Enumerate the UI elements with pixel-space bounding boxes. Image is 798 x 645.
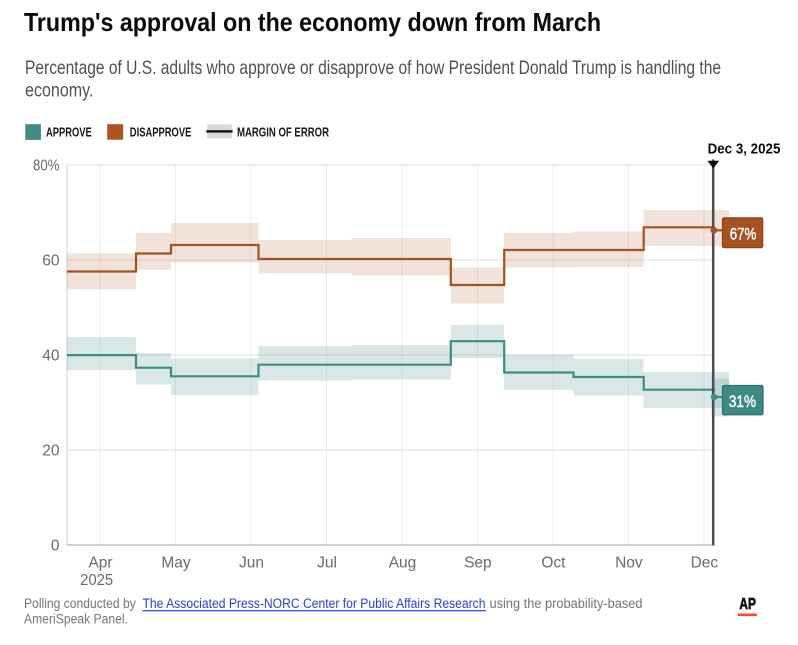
svg-text:Oct: Oct xyxy=(541,555,566,572)
svg-text:economy.: economy. xyxy=(25,80,94,102)
svg-text:Apr: Apr xyxy=(88,555,112,572)
svg-text:Polling conducted by: Polling conducted by xyxy=(24,596,136,611)
svg-text:Trump's approval on the econom: Trump's approval on the economy down fro… xyxy=(24,7,601,37)
svg-text:Jun: Jun xyxy=(239,555,264,572)
svg-text:using the probability-based: using the probability-based xyxy=(490,596,643,611)
svg-text:2025: 2025 xyxy=(80,572,113,589)
svg-text:0: 0 xyxy=(51,538,60,555)
svg-text:60: 60 xyxy=(42,253,60,270)
svg-text:MARGIN OF ERROR: MARGIN OF ERROR xyxy=(237,125,329,139)
svg-text:20: 20 xyxy=(42,443,60,460)
svg-text:AmeriSpeak Panel.: AmeriSpeak Panel. xyxy=(24,611,128,626)
svg-text:May: May xyxy=(161,555,191,572)
svg-text:31%: 31% xyxy=(729,392,756,411)
svg-text:67%: 67% xyxy=(730,224,757,243)
svg-text:The Associated Press-NORC Cent: The Associated Press-NORC Center for Pub… xyxy=(143,596,486,611)
svg-text:Jul: Jul xyxy=(317,555,337,572)
svg-text:APPROVE: APPROVE xyxy=(46,125,92,139)
svg-text:40: 40 xyxy=(42,348,60,365)
svg-text:80%: 80% xyxy=(33,158,60,175)
svg-text:Percentage of U.S. adults who: Percentage of U.S. adults who approve or… xyxy=(25,57,721,79)
svg-text:Aug: Aug xyxy=(389,555,417,572)
svg-text:Sep: Sep xyxy=(464,555,492,572)
svg-text:AP: AP xyxy=(739,596,756,613)
svg-text:Dec: Dec xyxy=(691,555,719,572)
svg-text:Dec 3, 2025: Dec 3, 2025 xyxy=(708,141,781,157)
svg-text:Nov: Nov xyxy=(615,555,643,572)
svg-text:DISAPPROVE: DISAPPROVE xyxy=(130,125,192,139)
